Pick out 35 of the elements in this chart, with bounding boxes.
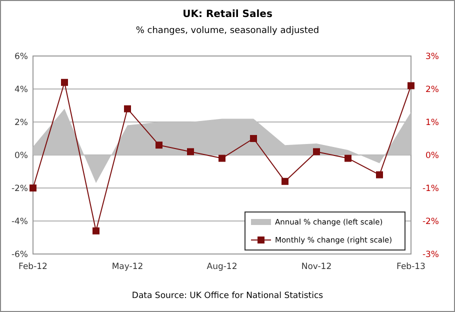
y-tick-label: 6%: [14, 52, 28, 62]
point: [30, 184, 36, 192]
point: [250, 135, 257, 142]
y2-tick-label: 0%: [426, 150, 439, 161]
point: [92, 227, 100, 234]
y-tick-label: -2%: [11, 184, 28, 194]
y2-tick-label: -2%: [422, 216, 439, 227]
point: [376, 171, 383, 178]
y2-tick-label: -3%: [422, 250, 439, 260]
y-tick-label: 0%: [14, 150, 28, 161]
y2-tick-label: 1%: [426, 118, 439, 128]
chart-title: UK: Retail Sales: [182, 9, 272, 20]
x-tick-label: Feb-13: [396, 262, 426, 272]
chart-subtitle: % changes, volume, seasonally adjusted: [136, 26, 320, 36]
y-tick-label: -6%: [11, 250, 28, 260]
point: [408, 82, 414, 90]
point: [156, 142, 162, 149]
y2-tick-label: -1%: [422, 184, 439, 194]
y2-tick-label: 2%: [426, 84, 439, 95]
point: [282, 178, 288, 185]
y-tick-label: 4%: [14, 84, 28, 95]
point: [124, 105, 131, 112]
x-tick-label: Aug-12: [206, 262, 238, 272]
point: [61, 78, 68, 86]
y-tick-label: 2%: [14, 118, 28, 128]
point: [187, 148, 194, 156]
source-note: Data Source: UK Office for National Statistics: [132, 291, 324, 301]
x-tick-label: Nov-12: [301, 262, 332, 272]
point: [313, 148, 320, 156]
x-tick-label: May-12: [112, 262, 144, 272]
point: [344, 154, 352, 162]
y2-tick-label: 3%: [426, 52, 439, 62]
x-tick-label: Feb-12: [18, 262, 48, 272]
y-tick-label: -4%: [11, 216, 28, 227]
point: [218, 154, 226, 162]
